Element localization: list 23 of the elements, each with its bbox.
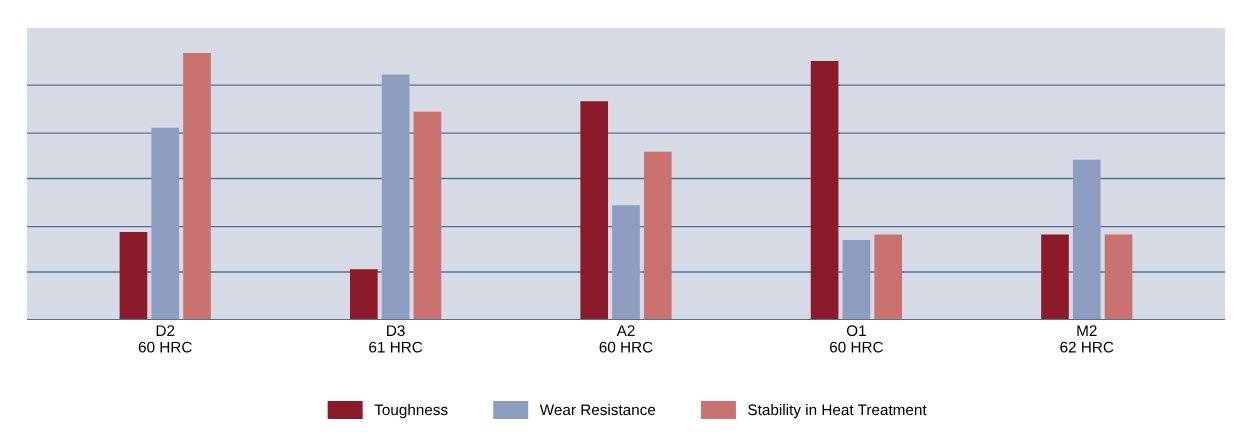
bar xyxy=(119,231,148,320)
x-tick-label: M2 62 HRC xyxy=(1060,325,1114,353)
x-tick-label: A2 60 HRC xyxy=(599,325,653,353)
bar xyxy=(1104,234,1133,320)
legend-label: Stability in Heat Treatment xyxy=(748,403,927,419)
bar xyxy=(874,234,902,320)
x-tick-label: D2 60 HRC xyxy=(138,325,192,353)
x-tick-label: D3 61 HRC xyxy=(369,325,423,353)
bar xyxy=(842,239,871,320)
bar xyxy=(810,61,839,320)
bar xyxy=(151,127,180,320)
legend-label: Wear Resistance xyxy=(539,403,656,416)
x-tick-label: O1 60 HRC xyxy=(829,325,883,353)
bar xyxy=(612,205,640,320)
bar xyxy=(381,74,410,320)
legend-label: Toughness xyxy=(374,403,448,419)
bar xyxy=(183,53,211,320)
bar xyxy=(413,111,442,320)
bar xyxy=(643,151,672,320)
bar xyxy=(1072,159,1101,320)
bar xyxy=(350,269,378,320)
bar xyxy=(1041,234,1069,320)
bar xyxy=(580,101,609,320)
